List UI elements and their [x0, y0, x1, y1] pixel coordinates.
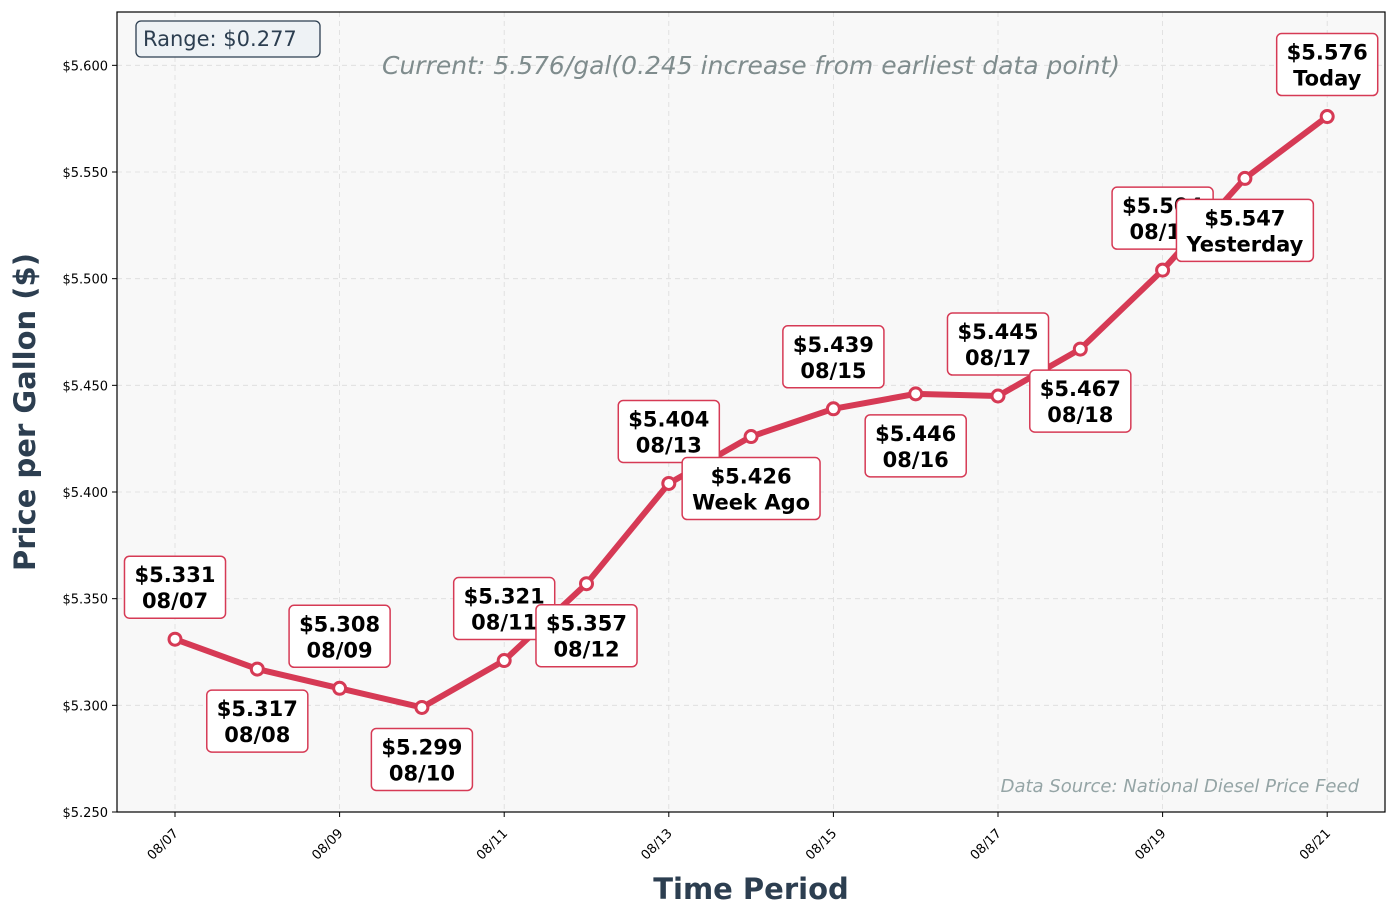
data-point-marker	[249, 661, 265, 677]
data-point-marker	[1072, 341, 1088, 357]
annotation-box	[1275, 32, 1379, 97]
annotation-box	[946, 312, 1050, 376]
annotation-price: $5.426	[711, 465, 792, 489]
annotation-price: $5.547	[1204, 206, 1285, 230]
x-tick-label: 08/17	[968, 826, 1005, 863]
annotation-price: $5.299	[381, 735, 462, 759]
plot-frame	[116, 11, 1386, 813]
y-axis-title: Price per Gallon ($)	[8, 253, 42, 571]
data-point-marker	[825, 401, 841, 417]
annotation-price: $5.576	[1287, 41, 1368, 65]
data-point-marker	[579, 576, 594, 592]
annotation-box	[681, 456, 821, 521]
plot-background	[117, 12, 1385, 812]
annotation-box	[617, 399, 721, 464]
y-tick-label: $5.300	[63, 699, 109, 714]
annotation-label: 08/15	[800, 359, 866, 383]
data-point-marker	[1319, 109, 1335, 125]
annotation-label: 08/09	[307, 638, 373, 662]
data-source-label: Data Source: National Diesel Price Feed	[1001, 776, 1360, 797]
annotation-label: Yesterday	[1185, 232, 1303, 256]
data-point-marker	[496, 653, 512, 669]
y-tick-label: $5.400	[63, 486, 109, 501]
y-tick-label: $5.500	[63, 273, 109, 288]
point-annotations: $5.33108/07$5.31708/08$5.30808/09$5.2990…	[123, 32, 1379, 792]
y-tick-label: $5.250	[63, 806, 109, 821]
annotation-box	[206, 689, 309, 753]
x-tick-label: 08/11	[474, 826, 511, 863]
annotation-box	[288, 604, 391, 669]
price-series	[167, 109, 1335, 715]
chart-subtitle: Current: 5.576/gal(0.245 increase from e…	[382, 51, 1120, 80]
y-tick-label: $5.350	[63, 593, 109, 608]
data-point-marker	[908, 386, 924, 402]
data-point-marker	[1155, 262, 1171, 278]
data-point-marker	[1237, 170, 1253, 186]
annotation-label: 08/13	[636, 433, 702, 457]
annotation-label: 08/11	[471, 611, 537, 635]
annotation-price: $5.404	[628, 407, 709, 431]
x-tick-label: 08/15	[803, 826, 840, 863]
annotation-price: $5.357	[546, 612, 627, 636]
annotation-price: $5.321	[464, 585, 545, 609]
annotation-label: 08/07	[142, 589, 208, 613]
y-tick-label: $5.600	[63, 59, 109, 74]
annotation-box	[1175, 198, 1315, 263]
y-axis-ticks: $5.250 $5.300 $5.350 $5.400 $5.450 $5.500 $5.5…	[63, 59, 117, 821]
x-axis-title: Time Period	[653, 872, 849, 906]
annotation-label: 08/12	[553, 638, 619, 662]
x-tick-label: 08/09	[309, 826, 346, 863]
annotation-price: $5.317	[217, 697, 298, 721]
annotation-label: 08/17	[965, 346, 1031, 370]
data-point-marker	[167, 631, 183, 647]
range-box: Range: $0.277	[135, 20, 321, 58]
annotation-box	[123, 555, 227, 619]
annotation-box	[370, 727, 474, 792]
data-point-marker	[332, 680, 348, 696]
annotation-label: Today	[1293, 67, 1362, 91]
x-tick-label: 08/21	[1297, 826, 1334, 863]
range-label: Range: $0.277	[143, 27, 297, 51]
x-tick-label: 08/07	[145, 826, 182, 863]
annotation-box	[535, 603, 638, 668]
annotation-label: 08/16	[883, 448, 949, 472]
data-point-marker	[661, 475, 677, 491]
annotation-box	[782, 325, 885, 389]
y-tick-label: $5.450	[63, 379, 109, 394]
annotation-box	[864, 414, 967, 478]
data-point-marker	[743, 429, 759, 445]
annotation-box	[1029, 369, 1132, 433]
data-point-marker	[414, 699, 430, 715]
x-axis-ticks: 08/07 08/09 08/11 08/13 08/15 08/17 08/19 08/21	[145, 812, 1334, 863]
annotation-price: $5.467	[1040, 377, 1121, 401]
data-point-marker	[990, 388, 1006, 404]
annotation-price: $5.446	[875, 422, 956, 446]
annotation-price: $5.445	[957, 320, 1038, 344]
annotation-label: Week Ago	[692, 491, 810, 515]
annotation-label: 08/18	[1047, 403, 1113, 427]
x-tick-label: 08/19	[1132, 826, 1169, 863]
annotation-price: $5.331	[134, 563, 215, 587]
x-tick-label: 08/13	[639, 826, 676, 863]
annotation-price: $5.439	[793, 333, 874, 357]
annotation-label: 08/08	[224, 723, 290, 747]
annotation-label: 08/10	[389, 761, 455, 785]
annotation-price: $5.308	[299, 612, 380, 636]
y-tick-label: $5.550	[63, 166, 109, 181]
